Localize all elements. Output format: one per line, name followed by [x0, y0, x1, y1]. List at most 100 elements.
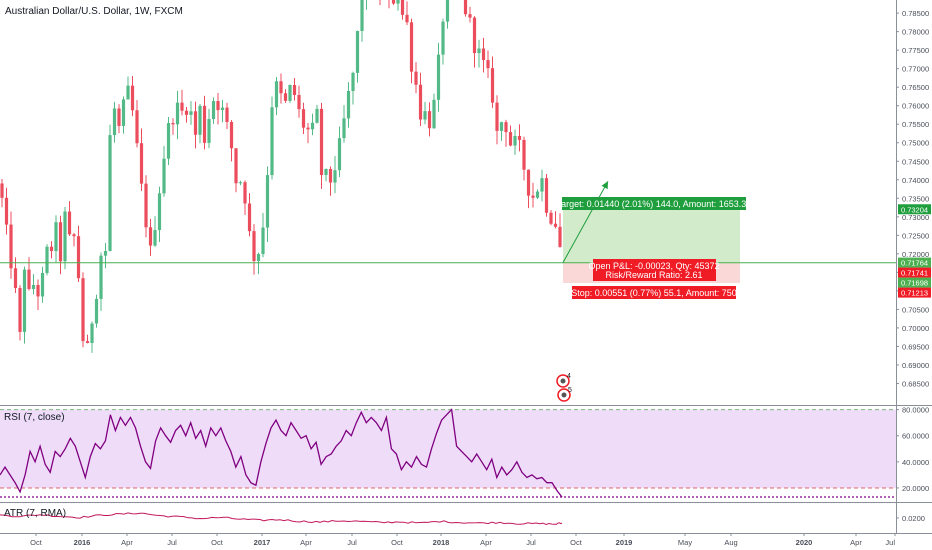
candle-body	[495, 102, 499, 131]
stop-label[interactable]: Stop: 0.00551 (0.77%) 55.1, Amount: 750	[571, 286, 737, 299]
candle	[388, 0, 390, 9]
candle-body	[229, 121, 234, 149]
candle-body	[49, 246, 54, 252]
candle	[252, 224, 256, 275]
candle-body	[508, 132, 513, 146]
candle	[90, 321, 94, 353]
rsi-pane[interactable]	[0, 408, 896, 498]
candle-body	[409, 22, 414, 72]
candle-body	[504, 122, 508, 133]
time-tick: Jul	[347, 533, 357, 547]
candle	[481, 37, 486, 73]
candle	[490, 56, 495, 108]
event-marker-5[interactable]: 5	[557, 387, 572, 402]
candle-body	[108, 135, 112, 251]
price-tick: 0.70500	[896, 305, 929, 314]
candle-body	[94, 298, 99, 324]
candle	[207, 108, 211, 149]
candle-body	[139, 143, 144, 184]
profit-zone[interactable]	[563, 209, 740, 263]
rr-label-text: Risk/Reward Ratio: 2.61	[605, 270, 702, 280]
candle	[265, 166, 270, 242]
candle	[58, 215, 63, 275]
price-tick-label: 0.69000	[902, 361, 929, 370]
target-label[interactable]: Target: 0.01440 (2.01%) 144.0, Amount: 1…	[557, 197, 752, 210]
rsi-tick: 40.0000	[896, 458, 929, 467]
time-tick: Jul	[885, 533, 896, 547]
candle	[288, 84, 292, 103]
candle-body	[243, 182, 247, 204]
time-tick-label: Apr	[121, 538, 133, 547]
candle	[216, 92, 220, 125]
candle-body	[225, 107, 229, 122]
price-tick: 0.72500	[896, 231, 929, 240]
time-tick-label: Apr	[480, 538, 492, 547]
rsi-tick-label: 20.0000	[902, 484, 929, 493]
time-tick: 2019	[616, 533, 632, 547]
price-tick-label: 0.74500	[902, 157, 929, 166]
candle-body	[405, 14, 409, 23]
rsi-axis[interactable]: 80.0000 60.0000 40.0000 20.0000	[0, 406, 929, 498]
price-tick-label: 0.72500	[902, 231, 929, 240]
candle	[436, 42, 441, 112]
candle	[558, 213, 562, 248]
candle-body	[445, 0, 450, 22]
price-tick: 0.73000	[896, 213, 929, 222]
event-marker-5-label: 5	[568, 387, 572, 394]
candle-body	[490, 68, 495, 103]
candle	[468, 6, 472, 23]
candle-body	[265, 175, 270, 228]
candle-body	[270, 107, 274, 176]
time-axis[interactable]: Oct 2016 Apr Jul Oct 2017 Apr Jul Oct 2018 Apr Jul O…	[30, 533, 896, 547]
price-tick: 0.69000	[896, 361, 929, 370]
price-tick-label: 0.77500	[902, 46, 929, 55]
atr-line	[0, 512, 563, 526]
candle-body	[85, 341, 90, 343]
candle	[517, 124, 522, 152]
candle-body	[324, 168, 328, 176]
candle-body	[468, 14, 472, 18]
candle	[45, 244, 49, 276]
candle	[477, 39, 481, 68]
candle	[36, 279, 40, 311]
pnl-label[interactable]: Open P&L: -0.00023, Qty: 45372 Risk/Rewa…	[588, 259, 720, 281]
atr-axis[interactable]: 0.0200	[896, 514, 925, 523]
target-arrow-head	[601, 181, 608, 190]
target-arrow[interactable]	[562, 181, 609, 263]
candle	[81, 272, 85, 348]
time-tick-label: 2017	[254, 538, 271, 547]
candle-body	[526, 169, 531, 196]
target-label-text: Target: 0.01440 (2.01%) 144.0, Amount: 1…	[557, 199, 752, 209]
candle	[211, 97, 216, 124]
price-tick-label: 0.76500	[902, 83, 929, 92]
candle	[391, 0, 396, 5]
candle-body	[427, 111, 432, 129]
candle	[193, 101, 198, 149]
event-marker-5-dot	[561, 392, 567, 398]
candle-body	[72, 234, 76, 237]
time-tick-label: Oct	[30, 538, 43, 547]
candle-body	[247, 203, 252, 232]
candle	[117, 104, 121, 134]
candle-body	[76, 236, 81, 279]
candle	[472, 16, 477, 68]
price-tick-label: 0.78500	[902, 9, 929, 18]
candle-body	[423, 111, 427, 120]
candle	[355, 30, 360, 83]
price-tag: 0.71213	[898, 287, 931, 298]
candle	[445, 0, 450, 29]
event-marker-4-label: 4	[567, 373, 571, 380]
time-tick: Oct	[570, 533, 583, 547]
rsi-tick-label: 60.0000	[902, 432, 929, 441]
candle	[139, 128, 144, 191]
candle-body	[0, 183, 4, 198]
price-tick: 0.78000	[896, 28, 929, 37]
candle-body	[121, 99, 126, 126]
atr-pane[interactable]	[0, 512, 563, 526]
price-tag-box	[898, 257, 931, 268]
event-marker-4[interactable]: 4	[556, 373, 571, 388]
candle-body	[9, 224, 13, 269]
candle-body	[301, 109, 306, 128]
candle	[409, 18, 414, 84]
